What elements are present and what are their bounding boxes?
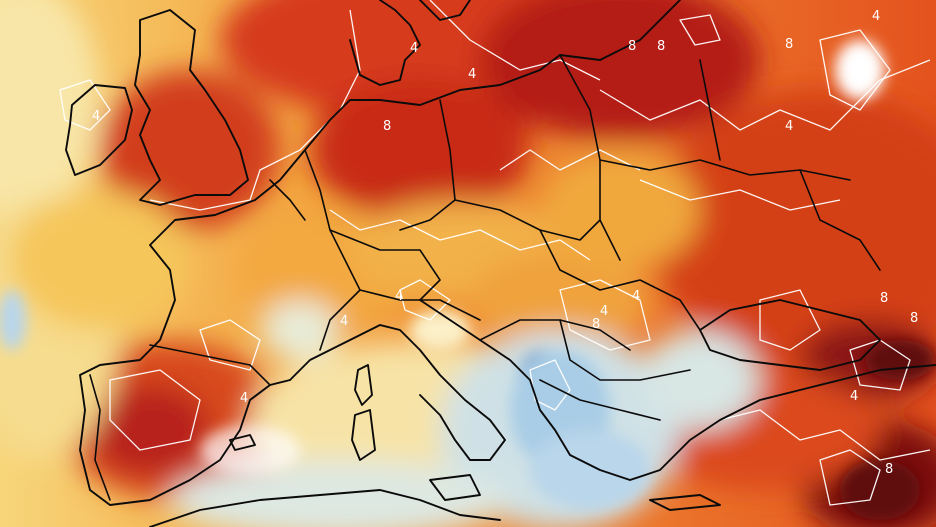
contour-label: 4 [340, 314, 348, 329]
border-ukraine-russia [799, 169, 881, 271]
sicily-coast [429, 474, 481, 501]
contour-labels: 4 8 4 8 8 4 8 4 4 4 4 4 4 8 8 8 4 8 4 [92, 9, 918, 477]
contour-label: 8 [657, 39, 665, 54]
corsica-coast [354, 364, 373, 406]
border-spain-portugal [89, 374, 111, 501]
contour-label: 4 [468, 67, 476, 82]
contour-label: 4 [785, 119, 793, 134]
contour-label: 4 [600, 304, 608, 319]
sweden-coast [419, 0, 471, 21]
sardinia-coast [351, 409, 376, 461]
country-borders [89, 54, 881, 501]
border-greece-north [539, 379, 661, 421]
coastlines [65, 0, 936, 527]
black-sea-coast [699, 299, 881, 371]
border-france-east [304, 149, 361, 351]
contour-label: 4 [240, 391, 248, 406]
border-belarus-west [699, 59, 721, 161]
border-hungary-romania [539, 229, 701, 331]
contour-label: 4 [92, 109, 100, 124]
contour-label: 8 [880, 291, 888, 306]
contour-label: 8 [885, 462, 893, 477]
contour-label: 8 [383, 119, 391, 134]
north-sea-baltic-coast [254, 0, 681, 201]
contour-label: 8 [592, 317, 600, 332]
ireland-coast [65, 84, 133, 176]
contour-label: 4 [410, 41, 418, 56]
denmark-coast [349, 0, 421, 86]
great-britain-coast [134, 9, 249, 206]
border-france-spain [149, 344, 271, 386]
balearic-coast [229, 434, 256, 451]
contour-label: 4 [395, 289, 403, 304]
north-africa-coast [149, 489, 501, 527]
contour-label: 4 [850, 389, 858, 404]
contour-label: 4 [632, 289, 640, 304]
crete-coast [649, 494, 721, 511]
border-switzerland-austria [329, 229, 441, 301]
border-serbia-bulgaria [559, 319, 691, 381]
anomaly-field-detail [0, 40, 935, 520]
contour-label: 4 [872, 9, 880, 24]
contour-label: 8 [628, 39, 636, 54]
border-italy-north [359, 289, 481, 321]
italy-coast [289, 324, 506, 461]
border-belarus-ukraine [599, 159, 851, 181]
border-belgium [269, 179, 306, 221]
adriatic-aegean-coast [419, 299, 936, 481]
contour-label: 8 [910, 311, 918, 326]
contour-label: 8 [785, 37, 793, 52]
